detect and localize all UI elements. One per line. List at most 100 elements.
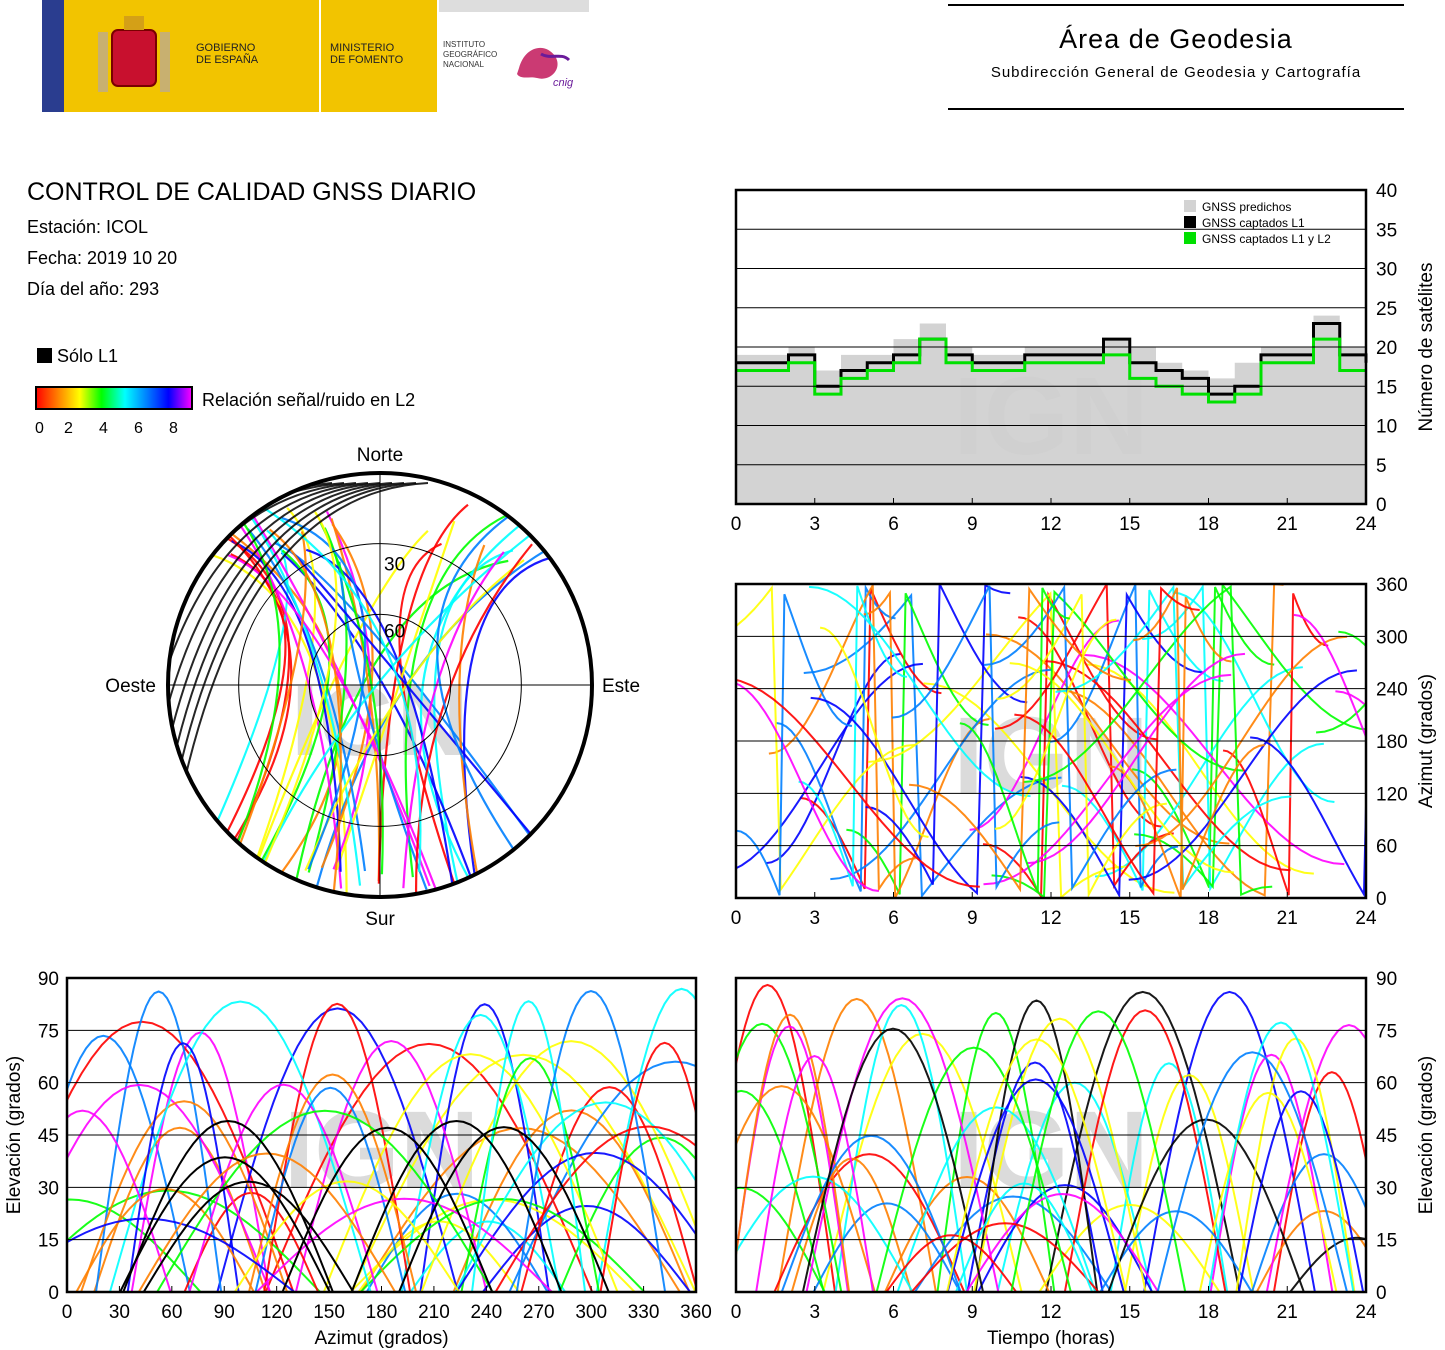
x-tick-label: 15 xyxy=(1119,1302,1140,1323)
azimuth-track xyxy=(1049,584,1179,888)
y-tick-label: 40 xyxy=(1376,181,1397,202)
elev-time-track xyxy=(936,1011,1056,1292)
elev-time-track xyxy=(1123,1074,1255,1292)
y-tick-label: 0 xyxy=(1376,1283,1387,1304)
min-line2: DE FOMENTO xyxy=(330,54,404,66)
azimuth-time-chart: IGN 0 60 120 180 240 300 360 0 3 6 9 12 15 18 21 24 Azimu… xyxy=(700,572,1445,932)
azimuth-track xyxy=(810,584,1011,896)
elev-time-track xyxy=(966,1061,1104,1292)
x-tick-label: 300 xyxy=(575,1302,607,1323)
sky-track xyxy=(197,550,348,895)
y-tick-label: 35 xyxy=(1376,220,1397,241)
x-tick-label: 9 xyxy=(967,908,978,929)
azimuth-track xyxy=(1083,653,1345,866)
elev-az-track xyxy=(482,1204,691,1292)
snr-tick: 8 xyxy=(169,420,178,437)
elev-az-track xyxy=(515,989,667,1292)
x-tick-label: 0 xyxy=(731,514,742,535)
azimuth-track xyxy=(846,592,989,895)
elev-time-track xyxy=(1207,1021,1355,1292)
ea-tracks xyxy=(67,987,696,1292)
azimuth-track xyxy=(736,585,916,893)
x-tick-label: 60 xyxy=(161,1302,182,1323)
x-tick-label: 0 xyxy=(731,908,742,929)
elev-time-track xyxy=(1099,1210,1253,1292)
azimuth-track xyxy=(1134,584,1366,890)
snr-tick: 0 xyxy=(35,420,44,437)
plot-frame xyxy=(734,582,1368,900)
y-tick-label: 20 xyxy=(1376,338,1397,359)
elev-az-track xyxy=(248,1073,418,1292)
azimuth-track xyxy=(1020,591,1203,898)
y-tick-label: 90 xyxy=(1376,969,1397,990)
doy-label: Día del año: 293 xyxy=(27,279,160,299)
snr-tick: 2 xyxy=(64,420,73,437)
elev-time-track xyxy=(834,1004,968,1292)
sky-track-l1 xyxy=(168,482,417,826)
ring-label: 60 xyxy=(384,621,405,642)
l1-line xyxy=(736,321,1368,396)
elev-az-track-l1 xyxy=(142,1180,355,1292)
azimuth-track xyxy=(996,593,1167,898)
y-tick-label: 60 xyxy=(38,1074,59,1095)
snr-legend: Relación señal/ruido en L2 0 2 4 6 8 xyxy=(35,385,475,450)
azimuth-track xyxy=(1023,584,1273,897)
sky-track xyxy=(304,559,525,871)
y-tick-label: 15 xyxy=(1376,377,1397,398)
x-tick-label: 18 xyxy=(1198,1302,1219,1323)
y-tick-label: 0 xyxy=(1376,495,1387,516)
skyplot-chart: IGN 30 60 Norte Sur Este Oeste xyxy=(90,440,670,940)
sky-track xyxy=(281,516,367,870)
elev-az-track xyxy=(599,1041,696,1292)
azimuth-track xyxy=(1315,702,1366,734)
elev-time-track xyxy=(946,1078,1125,1292)
page-title: CONTROL DE CALIDAD GNSS DIARIO xyxy=(27,178,477,206)
y-tick-label: 5 xyxy=(1376,456,1387,477)
azimuth-track xyxy=(1172,591,1335,803)
x-tick-label: 18 xyxy=(1198,514,1219,535)
elev-az-track xyxy=(80,1100,289,1292)
sky-track xyxy=(305,548,455,892)
gov-line2: DE ESPAÑA xyxy=(196,54,259,66)
min-line1: MINISTERIO xyxy=(330,42,395,54)
elev-time-track xyxy=(1255,1210,1366,1292)
elev-az-track xyxy=(420,1040,696,1292)
sky-track xyxy=(244,507,362,886)
azimuth-track xyxy=(1128,669,1358,881)
sky-track-l1 xyxy=(168,482,369,666)
elev-time-track xyxy=(822,1032,1023,1292)
azimuth-track xyxy=(1056,584,1284,897)
elev-az-track xyxy=(95,990,223,1292)
elev-az-track xyxy=(188,1083,379,1292)
y-tick-label: 10 xyxy=(1376,417,1397,438)
elev-az-track xyxy=(294,1040,488,1292)
y-tick-label: 240 xyxy=(1376,680,1408,701)
elev-time-track xyxy=(736,983,836,1292)
elev-az-track xyxy=(67,1217,296,1292)
azimuth-track xyxy=(765,652,901,865)
elev-time-track xyxy=(736,1013,851,1292)
elev-time-track xyxy=(885,1234,1018,1292)
header-area: Área de Geodesia Subdirección General de… xyxy=(948,0,1404,112)
ministerio-logo: MINISTERIO DE FOMENTO xyxy=(321,0,437,112)
x-tick-label: 240 xyxy=(470,1302,502,1323)
elev-az-track xyxy=(419,1003,550,1292)
y-tick-label: 25 xyxy=(1376,299,1397,320)
legend-label: GNSS captados L1 xyxy=(1202,216,1305,230)
y-tick-label: 300 xyxy=(1376,627,1408,648)
x-tick-label: 120 xyxy=(261,1302,293,1323)
elev-az-track xyxy=(67,1034,191,1292)
x-tick-label: 12 xyxy=(1040,1302,1061,1323)
legend-label: GNSS captados L1 y L2 xyxy=(1202,232,1331,246)
y-tick-label: 30 xyxy=(38,1178,59,1199)
x-tick-label: 30 xyxy=(109,1302,130,1323)
sky-track xyxy=(231,540,342,872)
elev-az-track-l1 xyxy=(281,1126,494,1292)
azimuth-track xyxy=(1009,662,1234,874)
azimuth-track xyxy=(798,585,908,887)
elev-time-track xyxy=(1209,1053,1334,1292)
elev-az-track xyxy=(558,1136,696,1292)
elev-time-track xyxy=(1109,1062,1229,1292)
ign-line3: NACIONAL xyxy=(443,60,484,69)
elev-az-track xyxy=(455,1151,696,1292)
